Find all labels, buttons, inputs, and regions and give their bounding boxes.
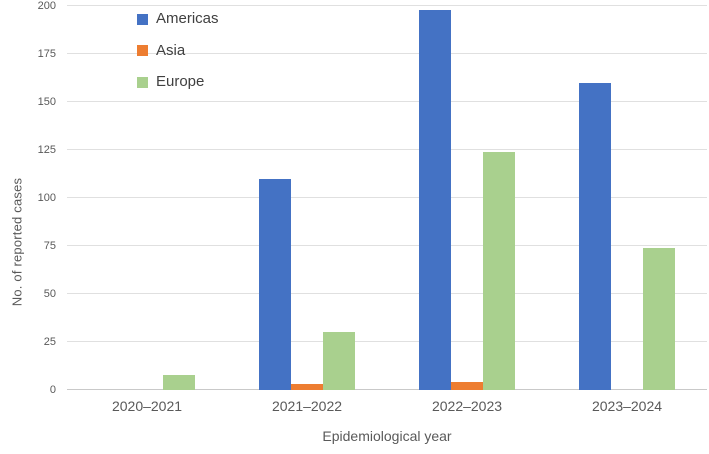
x-axis-title: Epidemiological year (322, 428, 452, 444)
gridline (67, 53, 707, 54)
bar-americas-2021–2022 (259, 178, 291, 390)
gridline (67, 245, 707, 246)
y-axis-tick-labels: 0 25 50 75 100 125 150 175 200 (0, 0, 56, 396)
bar-americas-2023–2024 (579, 82, 611, 390)
y-tick-label: 175 (37, 48, 56, 60)
y-tick-label: 25 (43, 336, 56, 348)
bar-europe-2023–2024 (643, 247, 675, 390)
bar-asia-2022–2023 (451, 382, 483, 390)
legend-item-americas: Americas (137, 10, 219, 28)
legend-swatch (137, 13, 148, 25)
legend-item-europe: Europe (137, 73, 219, 91)
plot-area: Epidemiological year 2020–2021 2021–2022 2… (67, 5, 707, 444)
y-tick-label: 200 (37, 0, 56, 12)
bar-europe-2020–2021 (163, 374, 195, 390)
bar-asia-2021–2022 (291, 384, 323, 390)
legend: Americas Asia Europe (137, 10, 219, 91)
gridline (67, 341, 707, 342)
legend-label: Americas (156, 10, 219, 27)
gridline (67, 293, 707, 294)
gridline (67, 197, 707, 198)
x-tick-label: 2022–2023 (431, 398, 503, 414)
gridline (67, 5, 707, 6)
bar-europe-2022–2023 (483, 151, 515, 390)
gridline (67, 101, 707, 102)
x-tick-label: 2021–2022 (271, 398, 343, 414)
y-tick-label: 50 (43, 288, 56, 300)
legend-label: Asia (156, 41, 186, 59)
legend-swatch (137, 45, 148, 57)
y-tick-label: 150 (37, 96, 56, 108)
y-tick-label: 0 (49, 384, 56, 396)
gridline (67, 149, 707, 150)
legend-item-asia: Asia (137, 41, 219, 60)
y-tick-label: 100 (37, 192, 56, 204)
x-tick-label: 2023–2024 (591, 398, 663, 414)
legend-label: Europe (156, 73, 205, 90)
gridline (67, 389, 707, 390)
y-tick-label: 125 (37, 144, 56, 156)
bar-americas-2022–2023 (419, 9, 451, 390)
y-tick-label: 75 (43, 240, 56, 252)
x-tick-label: 2020–2021 (111, 398, 183, 414)
legend-swatch (137, 76, 148, 88)
bar-europe-2021–2022 (323, 332, 355, 390)
